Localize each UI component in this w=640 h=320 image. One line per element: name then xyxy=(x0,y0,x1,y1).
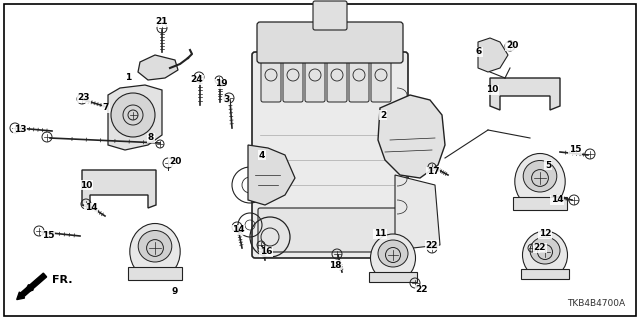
Polygon shape xyxy=(82,170,156,208)
Bar xyxy=(521,268,569,279)
Text: 14: 14 xyxy=(550,196,563,204)
Bar xyxy=(513,197,566,210)
Text: 11: 11 xyxy=(374,229,387,238)
Text: 12: 12 xyxy=(539,229,551,238)
Text: 15: 15 xyxy=(42,230,54,239)
Text: 6: 6 xyxy=(476,47,482,57)
Text: 5: 5 xyxy=(545,161,551,170)
Text: 9: 9 xyxy=(172,287,178,297)
Text: 22: 22 xyxy=(416,285,428,294)
Polygon shape xyxy=(138,55,178,80)
Ellipse shape xyxy=(515,154,565,210)
FancyBboxPatch shape xyxy=(257,22,403,63)
Text: 14: 14 xyxy=(84,204,97,212)
Text: 2: 2 xyxy=(380,110,386,119)
Text: 24: 24 xyxy=(191,76,204,84)
FancyBboxPatch shape xyxy=(258,208,402,252)
Text: 7: 7 xyxy=(103,103,109,113)
Text: 8: 8 xyxy=(148,133,154,142)
Text: 3: 3 xyxy=(223,95,229,105)
Text: 21: 21 xyxy=(156,18,168,27)
Polygon shape xyxy=(395,175,440,250)
Text: 22: 22 xyxy=(534,244,547,252)
FancyBboxPatch shape xyxy=(313,1,347,30)
Polygon shape xyxy=(248,145,295,205)
FancyArrow shape xyxy=(17,273,47,300)
Text: 20: 20 xyxy=(506,42,518,51)
Text: 10: 10 xyxy=(486,85,498,94)
Text: 22: 22 xyxy=(426,241,438,250)
Text: 1: 1 xyxy=(125,74,131,83)
Text: 15: 15 xyxy=(569,146,581,155)
Circle shape xyxy=(111,93,155,137)
Ellipse shape xyxy=(522,231,568,279)
FancyBboxPatch shape xyxy=(261,53,281,102)
FancyBboxPatch shape xyxy=(371,53,391,102)
Ellipse shape xyxy=(138,230,172,262)
Text: 19: 19 xyxy=(214,79,227,89)
Polygon shape xyxy=(108,85,162,150)
Text: FR.: FR. xyxy=(52,275,72,285)
Polygon shape xyxy=(490,78,560,110)
FancyBboxPatch shape xyxy=(283,53,303,102)
FancyBboxPatch shape xyxy=(349,53,369,102)
Text: 17: 17 xyxy=(427,167,439,177)
Text: 18: 18 xyxy=(329,260,341,269)
Bar xyxy=(369,271,417,282)
Text: 10: 10 xyxy=(80,180,92,189)
Text: 13: 13 xyxy=(13,125,26,134)
Ellipse shape xyxy=(130,223,180,279)
FancyBboxPatch shape xyxy=(327,53,347,102)
Text: 20: 20 xyxy=(169,157,181,166)
Bar xyxy=(129,267,182,279)
Text: 23: 23 xyxy=(77,93,90,102)
Ellipse shape xyxy=(524,161,557,192)
Text: 14: 14 xyxy=(232,226,244,235)
FancyBboxPatch shape xyxy=(252,52,408,258)
Ellipse shape xyxy=(530,237,560,264)
Polygon shape xyxy=(478,38,508,72)
Polygon shape xyxy=(378,95,445,178)
Text: 4: 4 xyxy=(259,150,265,159)
FancyBboxPatch shape xyxy=(305,53,325,102)
Text: TKB4B4700A: TKB4B4700A xyxy=(567,299,625,308)
Text: 16: 16 xyxy=(260,247,272,257)
Ellipse shape xyxy=(371,234,415,282)
Ellipse shape xyxy=(378,240,408,267)
